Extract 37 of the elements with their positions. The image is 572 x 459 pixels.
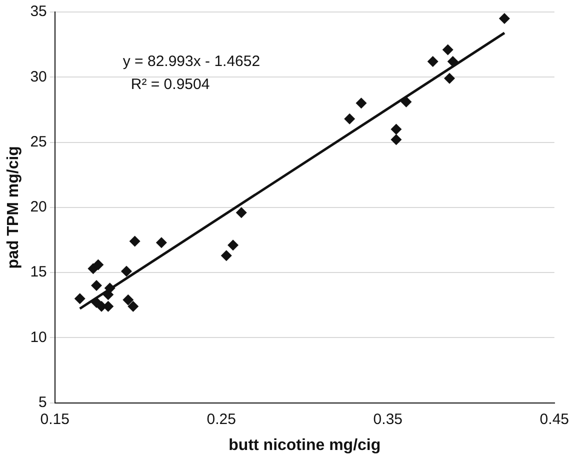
point bbox=[236, 207, 247, 218]
point bbox=[444, 72, 456, 84]
y-tick-label: 5 bbox=[38, 394, 47, 411]
point bbox=[129, 236, 140, 247]
point bbox=[156, 237, 167, 248]
point bbox=[442, 44, 454, 56]
point bbox=[498, 13, 510, 24]
point bbox=[91, 280, 102, 292]
x-tick-label: 0.15 bbox=[40, 410, 70, 428]
x-axis-title: butt nicotine mg/cig bbox=[228, 436, 381, 454]
annotation: R² = 0.9504 bbox=[130, 76, 210, 94]
point bbox=[220, 250, 232, 262]
x-tick-label: 0.45 bbox=[540, 410, 570, 428]
x-tick-label: 0.25 bbox=[206, 410, 236, 428]
point bbox=[74, 293, 86, 304]
point bbox=[104, 282, 116, 294]
y-tick-label: 25 bbox=[30, 133, 47, 150]
y-tick-label: 20 bbox=[30, 198, 47, 216]
point bbox=[122, 294, 134, 306]
point bbox=[447, 56, 458, 67]
point bbox=[120, 266, 132, 277]
y-tick-label: 15 bbox=[30, 264, 47, 281]
point bbox=[344, 113, 356, 124]
y-tick-label: 10 bbox=[30, 328, 47, 346]
point bbox=[128, 300, 139, 312]
y-axis-title: pad TPM mg/cig bbox=[5, 146, 22, 269]
point bbox=[400, 96, 412, 108]
point bbox=[390, 124, 402, 135]
point bbox=[92, 259, 104, 270]
point bbox=[356, 98, 367, 109]
x-tick-label: 0.35 bbox=[373, 410, 402, 428]
y-tick-label: 30 bbox=[30, 68, 47, 86]
point bbox=[390, 134, 402, 146]
annotation: y = 82.993x - 1.4652 bbox=[122, 53, 260, 70]
y-tick-label: 35 bbox=[30, 3, 47, 20]
point bbox=[427, 56, 438, 67]
point bbox=[228, 240, 239, 251]
